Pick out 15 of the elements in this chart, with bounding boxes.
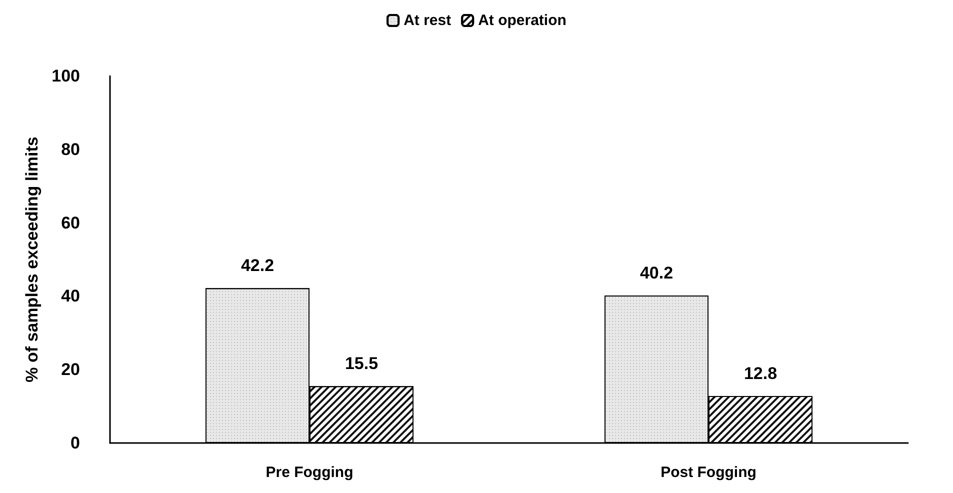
- data-label: 15.5: [344, 354, 378, 374]
- y-tick-label: 20: [61, 360, 80, 380]
- y-tick-label: 100: [52, 66, 80, 86]
- legend-label: At operation: [478, 12, 566, 29]
- data-label: 12.8: [744, 364, 778, 384]
- x-tick-label: Post Fogging: [660, 464, 756, 481]
- y-tick-label: 40: [61, 286, 80, 306]
- x-tick-label: Pre Fogging: [266, 464, 354, 481]
- y-tick-label: 0: [70, 434, 80, 452]
- legend-label: At rest: [404, 12, 452, 29]
- y-axis-title: % of samples exceeding limits: [22, 136, 42, 382]
- y-tick-label: 80: [61, 140, 80, 159]
- y-tick-label: 60: [61, 213, 80, 232]
- data-label: 42.2: [240, 256, 274, 276]
- data-label: 40.2: [640, 263, 674, 282]
